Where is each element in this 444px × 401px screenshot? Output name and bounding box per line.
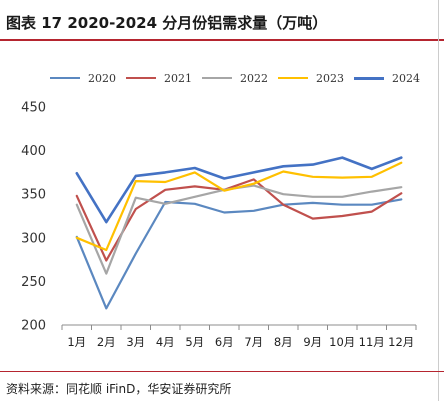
chart-legend: 2020 2021 2022 2023 2024 [50, 70, 430, 86]
legend-swatch [126, 77, 156, 79]
legend-label: 2023 [316, 71, 344, 85]
x-tick-label: 12月 [388, 335, 414, 349]
x-tick-label: 11月 [359, 335, 385, 349]
series-line-2023 [75, 161, 403, 252]
x-tick-label: 7月 [244, 335, 263, 349]
legend-item-2020: 2020 [50, 70, 116, 86]
x-tick-label: 1月 [67, 335, 86, 349]
y-tick-label: 300 [21, 231, 46, 246]
x-tick-label: 8月 [274, 335, 293, 349]
legend-swatch [50, 77, 80, 79]
x-tick-label: 10月 [329, 335, 355, 349]
legend-label: 2021 [164, 71, 192, 85]
x-tick-label: 2月 [97, 335, 116, 349]
legend-item-2022: 2022 [202, 70, 268, 86]
x-tick-label: 3月 [126, 335, 145, 349]
right-border [438, 0, 439, 401]
legend-item-2023: 2023 [278, 70, 344, 86]
x-tick-label: 6月 [215, 335, 234, 349]
legend-swatch [202, 77, 232, 79]
legend-label: 2020 [88, 71, 116, 85]
series-line-2022 [75, 184, 403, 275]
legend-item-2021: 2021 [126, 70, 192, 86]
series-line-2020 [75, 198, 403, 310]
y-tick-label: 200 [21, 319, 46, 334]
footer-divider [0, 371, 444, 372]
series-line-2024 [75, 156, 403, 224]
y-tick-label: 450 [21, 101, 46, 116]
legend-label: 2022 [240, 71, 268, 85]
y-tick-label: 350 [21, 188, 46, 203]
title-divider [0, 39, 444, 41]
x-tick-label: 4月 [156, 335, 175, 349]
title-bar: 图表 17 2020-2024 分月份铝需求量（万吨） [0, 0, 444, 41]
y-tick-label: 400 [21, 144, 46, 159]
legend-label: 2024 [392, 71, 420, 85]
legend-swatch [354, 76, 384, 80]
x-tick-label: 5月 [185, 335, 204, 349]
series-line-2021 [75, 178, 403, 262]
legend-swatch [278, 77, 308, 79]
y-tick-label: 250 [21, 275, 46, 290]
legend-item-2024: 2024 [354, 70, 420, 86]
source-note: 资料来源：同花顺 iFinD，华安证券研究所 [6, 382, 232, 396]
x-tick-label: 9月 [303, 335, 322, 349]
chart-title: 图表 17 2020-2024 分月份铝需求量（万吨） [6, 14, 328, 32]
